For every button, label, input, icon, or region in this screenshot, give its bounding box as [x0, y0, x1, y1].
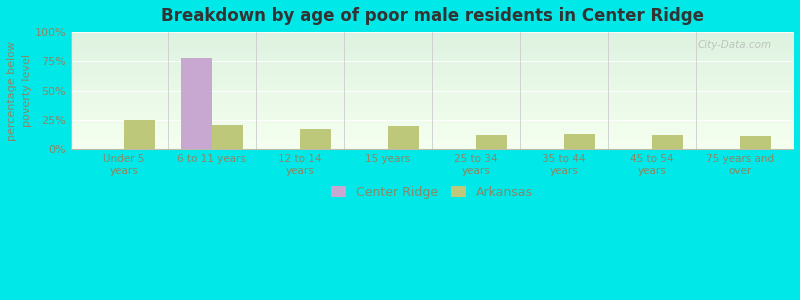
Bar — [300, 129, 330, 149]
Text: City-Data.com: City-Data.com — [698, 40, 771, 50]
Bar — [181, 58, 212, 149]
Bar — [388, 126, 419, 149]
Legend: Center Ridge, Arkansas: Center Ridge, Arkansas — [326, 181, 538, 204]
Bar — [124, 120, 154, 149]
Bar — [476, 135, 507, 149]
Bar — [652, 135, 683, 149]
Bar — [212, 124, 242, 149]
Title: Breakdown by age of poor male residents in Center Ridge: Breakdown by age of poor male residents … — [161, 7, 703, 25]
Bar — [740, 136, 771, 149]
Y-axis label: percentage below
poverty level: percentage below poverty level — [7, 40, 32, 141]
Bar — [564, 134, 595, 149]
